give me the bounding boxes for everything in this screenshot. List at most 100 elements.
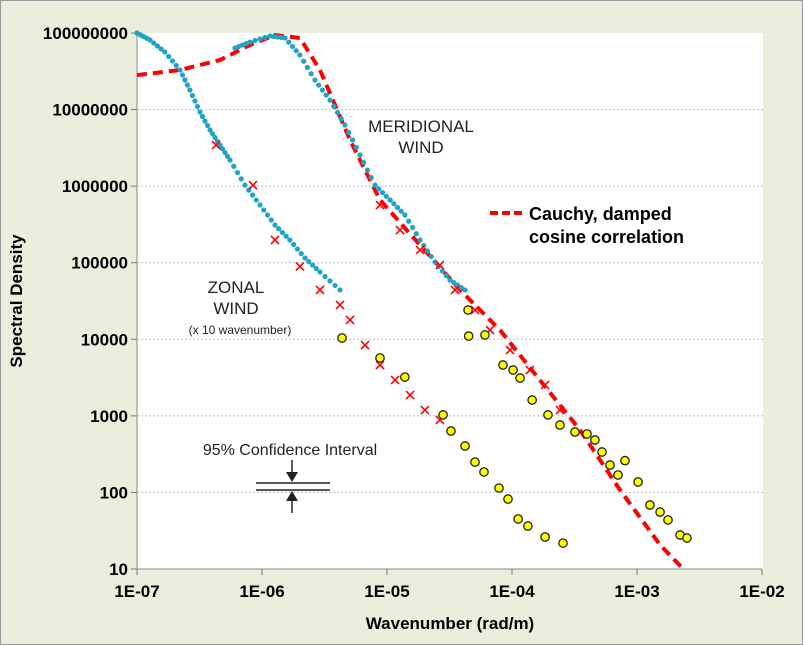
data-point bbox=[316, 82, 322, 88]
data-point bbox=[605, 460, 615, 470]
data-point bbox=[645, 500, 655, 510]
data-point bbox=[298, 250, 304, 257]
data-point bbox=[463, 305, 473, 315]
data-point bbox=[309, 262, 316, 268]
y-tick-label: 10 bbox=[109, 560, 128, 579]
data-point bbox=[332, 282, 338, 289]
data-point bbox=[242, 182, 248, 188]
data-point bbox=[379, 189, 386, 196]
data-point bbox=[154, 43, 161, 49]
data-point bbox=[294, 246, 301, 252]
data-point bbox=[282, 35, 288, 41]
data-point bbox=[446, 426, 456, 436]
data-point bbox=[173, 62, 179, 69]
data-point bbox=[479, 467, 489, 477]
data-point bbox=[338, 116, 344, 122]
data-point bbox=[283, 233, 289, 239]
data-point bbox=[264, 212, 271, 218]
data-point bbox=[428, 253, 434, 260]
data-point bbox=[438, 410, 448, 420]
data-point bbox=[302, 255, 308, 261]
y-tick-label: 100 bbox=[100, 483, 128, 502]
data-point bbox=[204, 122, 211, 129]
data-point bbox=[540, 532, 550, 542]
data-point bbox=[597, 447, 607, 457]
data-point bbox=[194, 103, 201, 110]
meridional-label-line2: WIND bbox=[398, 138, 443, 157]
data-point bbox=[383, 193, 389, 199]
data-point bbox=[315, 285, 325, 295]
data-point bbox=[287, 237, 293, 243]
data-point bbox=[375, 353, 385, 363]
y-tick-label: 100000 bbox=[71, 254, 128, 273]
data-point bbox=[184, 82, 191, 88]
legend-label-line2: cosine correlation bbox=[529, 227, 684, 247]
y-tick-label: 100000000 bbox=[43, 24, 128, 43]
data-point bbox=[327, 97, 333, 103]
legend-label-line1: Cauchy, damped bbox=[529, 204, 672, 224]
data-point bbox=[337, 333, 347, 343]
data-point bbox=[202, 118, 208, 124]
data-point bbox=[248, 180, 258, 190]
arrow-down-icon bbox=[286, 472, 298, 482]
data-point bbox=[406, 218, 412, 224]
data-point bbox=[257, 36, 263, 42]
y-tick-labels: 100000000 10000000 1000000 100000 10000 1000 1… bbox=[43, 24, 128, 579]
series-4 bbox=[337, 333, 568, 548]
data-point bbox=[470, 305, 480, 315]
data-point bbox=[376, 186, 382, 192]
data-point bbox=[470, 457, 480, 467]
series-2 bbox=[211, 140, 445, 425]
data-point bbox=[447, 277, 453, 283]
data-point bbox=[304, 64, 311, 71]
data-point bbox=[276, 226, 282, 232]
data-point bbox=[238, 176, 244, 182]
confidence-interval-label: 95% Confidence Interval bbox=[203, 442, 377, 459]
data-point bbox=[346, 129, 352, 136]
data-point bbox=[291, 241, 297, 248]
series-6 bbox=[136, 32, 685, 571]
data-point bbox=[361, 159, 367, 166]
data-point bbox=[663, 515, 673, 525]
data-point bbox=[417, 237, 423, 243]
x-tick-label: 1E-06 bbox=[239, 582, 284, 601]
y-axis-title: Spectral Density bbox=[7, 234, 26, 368]
data-point bbox=[189, 92, 196, 99]
data-point bbox=[197, 109, 203, 115]
meridional-label-line1: MERIDIONAL bbox=[368, 117, 474, 136]
data-point bbox=[257, 202, 263, 208]
data-point bbox=[555, 420, 565, 430]
data-point bbox=[297, 52, 303, 58]
data-point bbox=[368, 175, 374, 181]
data-point bbox=[420, 405, 430, 415]
x-tick-label: 1E-07 bbox=[114, 582, 159, 601]
data-point bbox=[503, 494, 513, 504]
data-point bbox=[337, 287, 343, 293]
data-point bbox=[633, 477, 643, 487]
data-point bbox=[247, 39, 253, 45]
data-point bbox=[555, 405, 565, 415]
zonal-label-line2: WIND bbox=[213, 299, 258, 318]
x-tick-label: 1E-05 bbox=[364, 582, 409, 601]
data-point bbox=[182, 77, 188, 83]
data-point bbox=[513, 514, 524, 524]
data-marks bbox=[134, 30, 692, 571]
data-point bbox=[424, 248, 431, 254]
data-point bbox=[272, 222, 278, 228]
arrow-up-icon bbox=[286, 491, 298, 501]
data-point bbox=[387, 197, 393, 203]
data-point bbox=[286, 39, 292, 45]
data-point bbox=[463, 331, 474, 341]
data-point bbox=[231, 163, 237, 169]
zonal-label-line1: ZONAL bbox=[208, 278, 265, 297]
data-point bbox=[151, 40, 157, 46]
data-point bbox=[394, 204, 401, 211]
x-tick-label: 1E-04 bbox=[489, 582, 535, 601]
data-point bbox=[443, 272, 449, 279]
data-point bbox=[375, 360, 385, 370]
data-point bbox=[253, 197, 259, 203]
data-point bbox=[306, 258, 312, 265]
data-point bbox=[409, 224, 416, 231]
y-tick-label: 1000000 bbox=[62, 177, 128, 196]
data-point bbox=[289, 43, 296, 50]
